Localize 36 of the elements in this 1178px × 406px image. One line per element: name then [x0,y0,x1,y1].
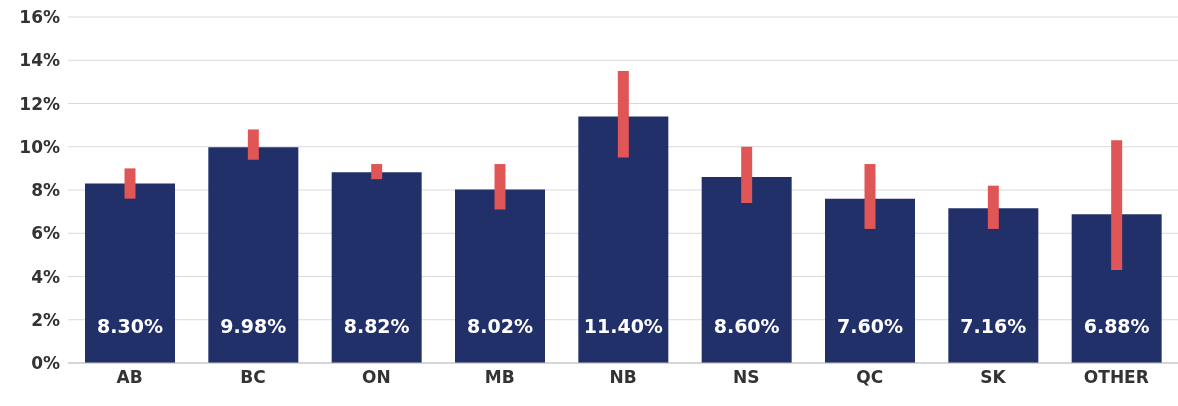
data-label: 8.82% [343,315,410,337]
y-tick-label: 6% [31,223,60,244]
bar [1071,214,1162,363]
x-tick-label: NS [733,367,760,388]
data-label: 8.60% [713,315,780,337]
x-tick-label: AB [116,367,143,388]
y-tick-label: 10% [19,136,60,157]
bar [455,189,545,363]
x-tick-label: MB [484,367,515,388]
y-tick-label: 0% [31,353,60,374]
bar [85,183,175,363]
y-tick-label: 12% [19,93,60,114]
data-label: 7.16% [960,315,1027,337]
x-tick-label: QC [856,367,884,388]
data-label: 6.88% [1083,315,1150,337]
x-tick-label: SK [980,367,1007,388]
bar [578,116,669,363]
y-tick-label: 2% [31,309,60,330]
bar [331,172,422,363]
y-tick-label: 4% [31,266,60,287]
data-label: 7.60% [837,315,903,337]
y-tick-label: 16% [19,7,60,28]
data-label: 11.40% [583,315,663,337]
x-tick-label: OTHER [1083,367,1149,388]
y-tick-label: 8% [31,180,60,201]
x-tick-label: ON [361,367,391,388]
data-label: 8.30% [97,315,163,337]
data-label: 8.02% [467,315,533,337]
bar [208,147,299,363]
bar [825,198,915,363]
x-tick-label: BC [240,367,266,388]
bar [948,208,1039,363]
x-tick-label: NB [609,367,637,388]
bar [701,177,792,363]
data-label: 9.98% [220,315,287,337]
y-tick-label: 14% [19,50,60,71]
